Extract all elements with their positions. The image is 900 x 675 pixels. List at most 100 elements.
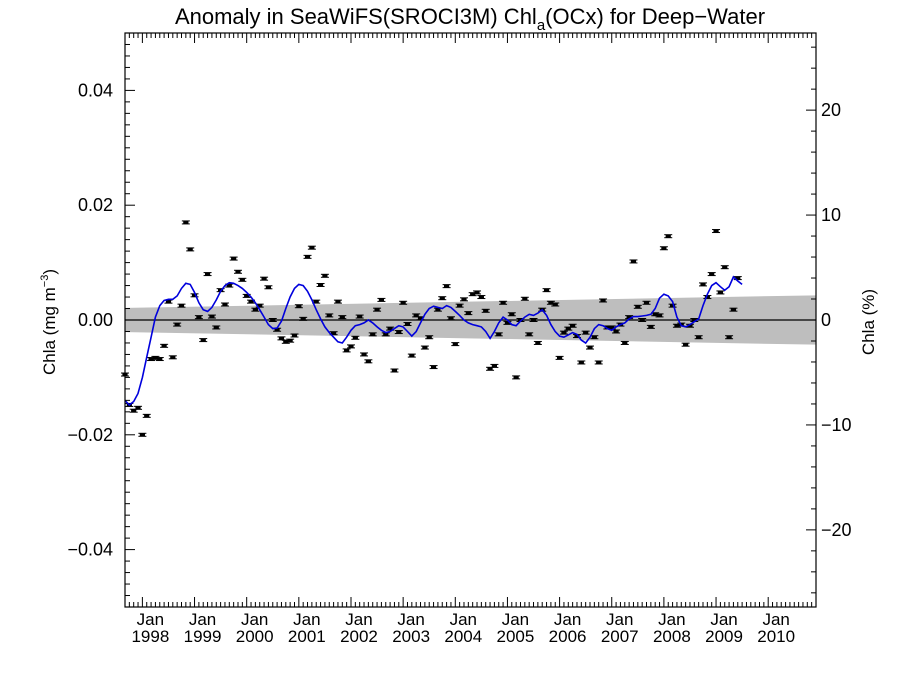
anomaly-point	[199, 338, 208, 343]
x-tick-year-label: 2004	[444, 627, 482, 646]
anomaly-marker	[643, 301, 650, 305]
x-tick-year-label: 2008	[653, 627, 691, 646]
anomaly-marker	[144, 414, 150, 418]
anomaly-point	[720, 265, 729, 270]
x-tick-year-label: 2001	[288, 627, 326, 646]
anomaly-point	[177, 303, 186, 308]
anomaly-marker	[722, 265, 728, 269]
anomaly-marker	[344, 348, 350, 352]
anomaly-marker	[396, 330, 402, 334]
anomaly-marker	[578, 360, 584, 364]
anomaly-marker	[674, 324, 680, 328]
anomaly-point	[646, 324, 655, 329]
anomaly-marker	[335, 300, 341, 304]
anomaly-point	[360, 352, 369, 357]
x-tick-year-label: 2003	[392, 627, 430, 646]
anomaly-marker	[291, 333, 298, 337]
anomaly-point	[351, 335, 360, 340]
anomaly-point	[542, 288, 551, 293]
anomaly-marker	[331, 331, 337, 335]
anomaly-point	[633, 304, 642, 309]
anomaly-marker	[361, 352, 367, 356]
anomaly-point	[659, 246, 668, 251]
anomaly-point	[551, 302, 560, 307]
anomaly-point	[733, 276, 742, 281]
left-y-axis-label-end: )	[40, 269, 59, 275]
left-y-tick-label: 0.00	[78, 310, 113, 330]
left-y-tick-label: 0.04	[78, 80, 113, 100]
anomaly-point	[373, 307, 382, 312]
x-tick-month-label: Jan	[189, 610, 216, 629]
anomaly-point	[620, 340, 629, 345]
anomaly-point	[481, 308, 490, 313]
anomaly-marker	[735, 276, 741, 280]
anomaly-point	[694, 335, 703, 340]
anomaly-marker	[548, 301, 554, 305]
anomaly-marker	[178, 304, 185, 308]
anomaly-marker	[530, 318, 537, 322]
anomaly-marker	[591, 335, 597, 339]
anomaly-marker	[174, 323, 180, 327]
anomaly-point	[577, 360, 586, 365]
x-tick-year-label: 2007	[601, 627, 639, 646]
anomaly-point	[642, 300, 651, 305]
anomaly-point	[186, 247, 195, 252]
anomaly-marker	[596, 360, 602, 364]
anomaly-marker	[135, 406, 141, 410]
x-tick-year-label: 1998	[131, 627, 169, 646]
anomaly-point	[390, 368, 399, 373]
anomaly-marker	[296, 304, 302, 308]
anomaly-marker	[300, 317, 306, 321]
anomaly-marker	[470, 292, 476, 296]
anomaly-point	[446, 316, 455, 321]
anomaly-marker	[500, 301, 506, 305]
anomaly-point	[473, 290, 482, 295]
anomaly-point	[429, 365, 438, 370]
anomaly-marker	[391, 369, 398, 373]
right-y-tick-label: −10	[821, 415, 852, 435]
anomaly-point	[729, 307, 738, 312]
anomaly-point	[320, 273, 329, 278]
anomaly-marker	[187, 247, 193, 251]
anomaly-marker	[139, 433, 145, 437]
anomaly-marker	[239, 278, 245, 282]
anomaly-point	[533, 340, 542, 345]
anomaly-point	[529, 318, 538, 322]
anomaly-point	[290, 333, 299, 338]
anomaly-marker	[274, 328, 280, 332]
anomaly-marker	[209, 315, 215, 319]
anomaly-point	[368, 332, 377, 337]
anomaly-marker	[270, 318, 276, 322]
anomaly-marker	[717, 290, 723, 294]
anomaly-marker	[383, 332, 389, 336]
anomaly-point	[333, 299, 342, 304]
anomaly-marker	[648, 325, 654, 329]
anomaly-point	[286, 338, 295, 343]
anomaly-point	[220, 302, 229, 307]
anomaly-marker	[561, 331, 567, 335]
anomaly-point	[138, 432, 147, 437]
anomaly-point	[525, 332, 534, 337]
anomaly-marker	[131, 409, 137, 413]
anomaly-marker	[626, 315, 632, 319]
anomaly-marker	[587, 346, 593, 350]
anomaly-marker	[365, 359, 371, 363]
anomaly-point	[725, 335, 734, 340]
x-tick-month-label: Jan	[397, 610, 424, 629]
anomaly-marker	[400, 301, 406, 305]
x-tick-year-label: 2000	[236, 627, 274, 646]
anomaly-marker	[309, 246, 315, 250]
x-tick-year-label: 2010	[757, 627, 795, 646]
anomaly-point	[555, 355, 564, 360]
anomaly-point	[442, 284, 451, 289]
anomaly-point	[325, 313, 334, 318]
left-y-tick-label: 0.02	[78, 195, 113, 215]
anomaly-marker	[409, 354, 415, 358]
anomaly-point	[438, 296, 447, 301]
anomaly-point	[699, 282, 708, 287]
anomaly-point	[377, 297, 386, 302]
anomaly-point	[316, 282, 325, 287]
anomaly-marker	[204, 272, 211, 276]
anomaly-point	[590, 335, 599, 340]
